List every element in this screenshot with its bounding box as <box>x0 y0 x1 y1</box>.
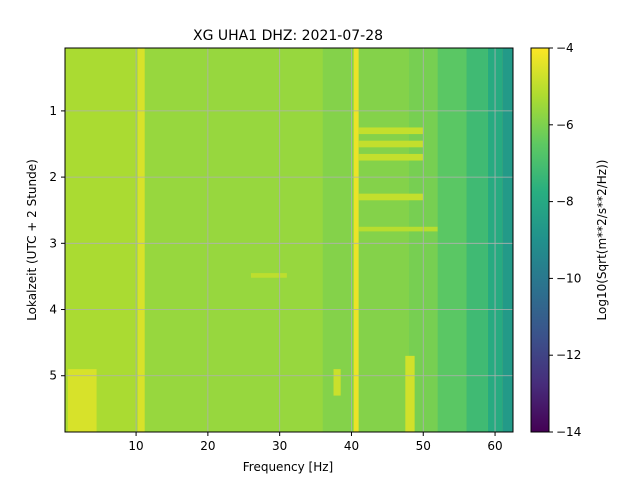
colorbar: −4 −6 −8 −10 −12 −14 Log10(Sqrt(m**2/s**2/Hz)… <box>530 41 609 439</box>
spectral-feature <box>137 48 145 432</box>
spectral-column <box>322 48 409 432</box>
spectral-feature <box>67 369 97 432</box>
spectral-feature <box>333 369 341 396</box>
spectral-columns <box>65 48 513 432</box>
colorbar-tick-label: −10 <box>556 271 581 285</box>
x-tick-label: 60 <box>487 439 502 453</box>
spectral-feature <box>358 193 424 201</box>
spectral-feature <box>358 140 424 148</box>
y-tick-label: 5 <box>49 369 57 383</box>
spectral-feature <box>250 273 287 278</box>
x-tick-label: 10 <box>128 439 143 453</box>
y-axis-label: Lokalzeit (UTC + 2 Stunde) <box>25 159 39 321</box>
x-tick-label: 30 <box>272 439 287 453</box>
spectral-column <box>136 48 323 432</box>
colorbar-tick-label: −12 <box>556 348 581 362</box>
spectral-column <box>437 48 467 432</box>
colorbar-gradient <box>531 48 549 432</box>
y-axis-ticks: 1 2 3 4 5 <box>49 104 65 383</box>
spectral-column <box>502 48 513 432</box>
x-tick-label: 20 <box>200 439 215 453</box>
spectrogram-area <box>65 48 513 432</box>
spectral-feature <box>358 226 438 232</box>
spectral-feature <box>353 48 359 432</box>
spectral-feature <box>405 355 415 432</box>
y-tick-label: 1 <box>49 104 57 118</box>
colorbar-label: Log10(Sqrt(m**2/s**2/Hz)) <box>595 160 609 321</box>
spectral-features <box>67 48 438 432</box>
x-tick-label: 40 <box>344 439 359 453</box>
grid-lines <box>65 48 513 432</box>
y-tick-label: 2 <box>49 170 57 184</box>
colorbar-frame <box>530 47 550 433</box>
colorbar-tick-label: −4 <box>556 41 574 55</box>
colorbar-tick-label: −14 <box>556 425 581 439</box>
spectral-feature <box>358 127 424 135</box>
y-tick-label: 4 <box>49 303 57 317</box>
spectral-feature <box>358 153 424 161</box>
x-axis-label: Frequency [Hz] <box>243 460 334 474</box>
x-tick-label: 50 <box>416 439 431 453</box>
y-tick-label: 3 <box>49 236 57 250</box>
chart-title: XG UHA1 DHZ: 2021-07-28 <box>193 28 383 44</box>
x-axis-ticks: 10 20 30 40 50 60 <box>128 432 503 453</box>
plot-frame <box>64 47 514 433</box>
spectral-column <box>466 48 488 432</box>
colorbar-tick-label: −8 <box>556 195 574 209</box>
colorbar-tick-label: −6 <box>556 118 574 132</box>
colorbar-ticks: −4 −6 −8 −10 −12 −14 <box>549 41 581 439</box>
spectral-column <box>65 48 137 432</box>
